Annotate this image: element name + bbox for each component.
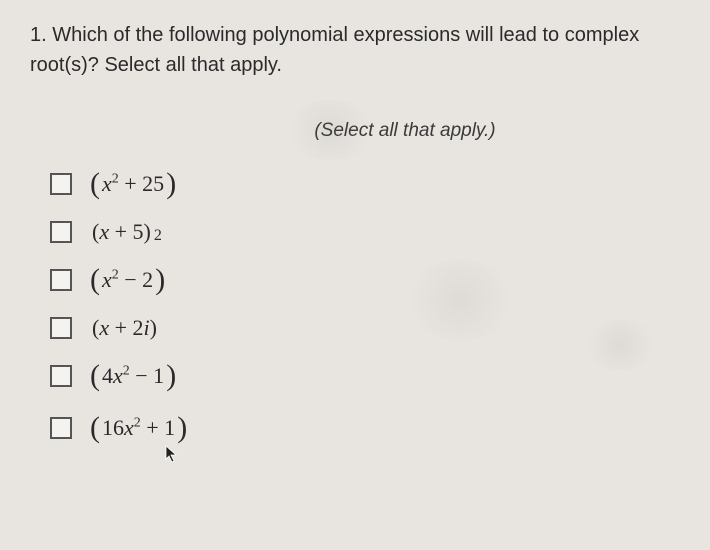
question-number: 1. — [30, 24, 47, 46]
paper-texture — [280, 100, 380, 160]
checkbox[interactable] — [50, 417, 72, 439]
option-row: (x2 − 2) — [50, 263, 680, 297]
checkbox[interactable] — [50, 365, 72, 387]
option-label: (x + 5)2 — [90, 219, 162, 245]
option-label: (x + 2i) — [90, 315, 159, 341]
checkbox[interactable] — [50, 221, 72, 243]
option-row: (x + 5)2 — [50, 219, 680, 245]
question-body: Which of the following polynomial expres… — [30, 24, 639, 76]
checkbox[interactable] — [50, 317, 72, 339]
option-row: (16x2 + 1) — [50, 411, 680, 445]
option-label: (16x2 + 1) — [90, 411, 187, 445]
options-list: (x2 + 25) (x + 5)2 (x2 − 2) (x + 2i) (4x2 − … — [30, 167, 680, 445]
option-row: (x2 + 25) — [50, 167, 680, 201]
checkbox[interactable] — [50, 173, 72, 195]
cursor-icon — [165, 445, 179, 463]
option-label: (x2 − 2) — [90, 263, 165, 297]
option-label: (x2 + 25) — [90, 167, 176, 201]
question-prompt: 1. Which of the following polynomial exp… — [30, 20, 680, 80]
checkbox[interactable] — [50, 269, 72, 291]
paper-texture — [400, 260, 520, 340]
option-label: (4x2 − 1) — [90, 359, 176, 393]
paper-texture — [580, 320, 660, 370]
option-row: (4x2 − 1) — [50, 359, 680, 393]
